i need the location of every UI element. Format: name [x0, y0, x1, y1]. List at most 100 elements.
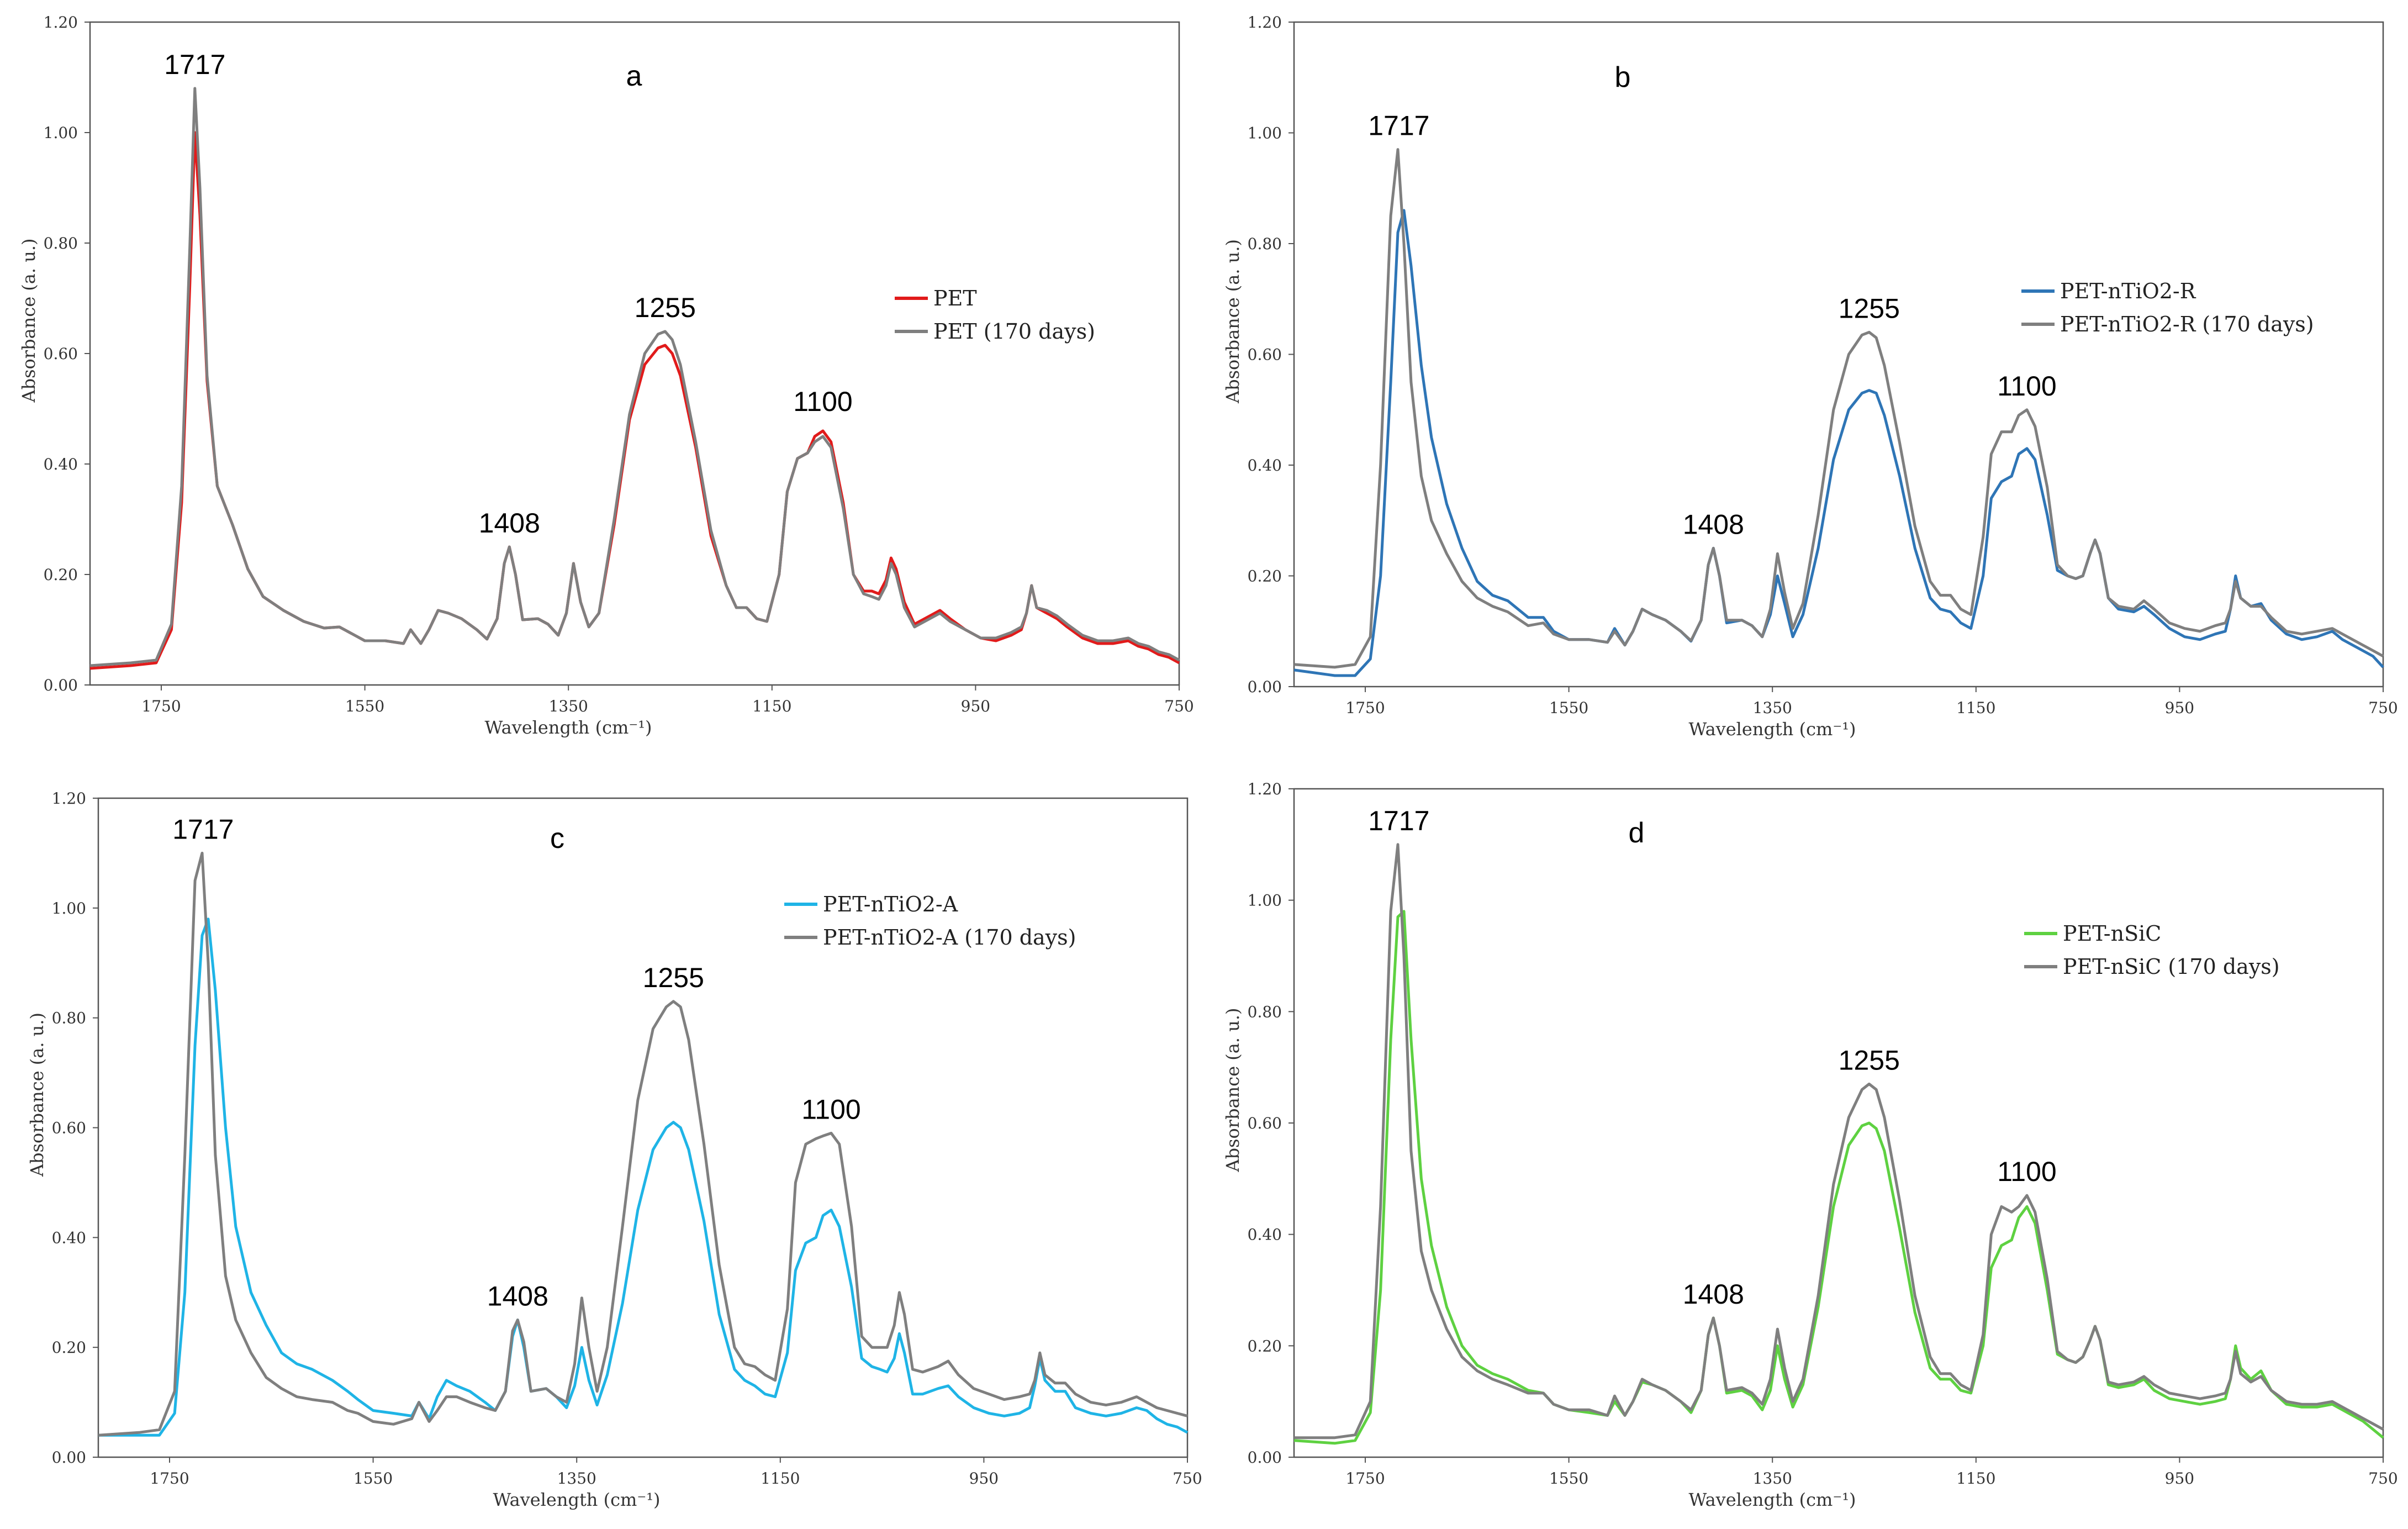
y-axis-label: Absorbance (a. u.) — [1222, 1008, 1243, 1173]
y-tick-label: 0.60 — [52, 1119, 86, 1137]
x-tick-label: 750 — [1164, 697, 1194, 715]
legend-label: PET-nTiO2-A (170 days) — [823, 925, 1076, 950]
series-line-pet-ntio2-a — [98, 918, 1189, 1437]
peak-label-1717: 1717 — [164, 49, 225, 80]
x-axis-label: Wavelength (cm⁻¹) — [493, 1489, 660, 1510]
y-tick-label: 0.80 — [44, 234, 78, 252]
peak-label-1408: 1408 — [1683, 1279, 1744, 1310]
legend-label: PET-nTiO2-R (170 days) — [2060, 312, 2314, 336]
legend: PET-nSiC PET-nSiC (170 days) — [2024, 921, 2280, 979]
series-line-pet-nsic-170-days — [1294, 843, 2384, 1440]
series-line-pet — [89, 131, 1180, 670]
x-tick-label: 950 — [961, 697, 990, 715]
y-tick-label: 0.20 — [1248, 567, 1282, 586]
y-tick-label: 1.20 — [44, 13, 78, 31]
panel-b: 0.00 0.20 0.40 0.60 0.80 1.00 1.20 1750 1550 1350… — [1222, 13, 2398, 740]
x-tick-label: 750 — [1173, 1469, 1202, 1488]
x-tick-label: 750 — [2368, 699, 2398, 717]
legend-label: PET-nTiO2-R — [2060, 279, 2196, 303]
peak-label-1100: 1100 — [1997, 371, 2057, 402]
legend: PET PET (170 days) — [895, 286, 1095, 344]
peak-label-1255: 1255 — [1839, 1045, 1900, 1075]
x-axis-label: Wavelength (cm⁻¹) — [1688, 719, 1856, 740]
y-tick-label: 0.80 — [1248, 1003, 1282, 1021]
x-tick-label: 1350 — [1753, 699, 1792, 717]
panel-letter: c — [550, 823, 564, 855]
x-tick-label: 1550 — [345, 697, 384, 715]
legend-label: PET — [933, 286, 977, 310]
legend-label: PET-nTiO2-A — [823, 892, 958, 916]
panel-d: 0.00 0.20 0.40 0.60 0.80 1.00 1.20 1750 1550 1350… — [1222, 780, 2398, 1510]
panel-letter: b — [1615, 61, 1631, 93]
series-line-pet-170-days — [89, 87, 1180, 667]
x-tick-label: 1750 — [1345, 699, 1385, 717]
y-tick-label: 1.20 — [1248, 13, 1282, 31]
x-tick-label: 1150 — [1956, 699, 1995, 717]
y-tick-label: 0.60 — [1248, 346, 1282, 364]
panel-letter: d — [1629, 817, 1645, 849]
y-tick-label: 1.20 — [52, 789, 86, 808]
y-tick-label: 0.40 — [1248, 456, 1282, 474]
peak-label-1408: 1408 — [479, 508, 540, 539]
legend-label: PET (170 days) — [933, 319, 1095, 344]
plot-frame — [1293, 788, 2384, 1458]
y-tick-label: 0.00 — [1248, 1448, 1282, 1467]
y-tick-label: 0.20 — [52, 1338, 86, 1357]
y-tick-label: 0.40 — [52, 1229, 86, 1247]
peak-label-1717: 1717 — [1368, 110, 1429, 141]
x-tick-label: 1550 — [1549, 699, 1588, 717]
series-line-pet-nsic — [1293, 910, 2384, 1445]
peak-label-1255: 1255 — [635, 292, 696, 323]
panel-letter: a — [626, 60, 642, 92]
series-line-pet-ntio2-r — [1293, 209, 2384, 677]
y-tick-label: 0.00 — [52, 1448, 86, 1467]
y-axis-label: Absorbance (a. u.) — [27, 1013, 47, 1177]
x-tick-label: 950 — [2165, 1469, 2194, 1488]
legend-label: PET-nSiC — [2063, 921, 2161, 946]
y-tick-label: 1.20 — [1248, 780, 1282, 798]
x-tick-label: 950 — [969, 1469, 999, 1488]
legend: PET-nTiO2-R PET-nTiO2-R (170 days) — [2021, 279, 2314, 336]
peak-label-1100: 1100 — [793, 386, 853, 417]
series-line-pet-ntio2-r-170-days — [1293, 148, 2384, 669]
y-tick-label: 1.00 — [1248, 892, 1282, 910]
x-tick-label: 1350 — [549, 697, 588, 715]
peak-label-1255: 1255 — [1839, 293, 1900, 324]
y-tick-label: 0.20 — [44, 566, 78, 584]
y-tick-label: 1.00 — [1248, 124, 1282, 143]
x-tick-label: 1550 — [353, 1469, 393, 1488]
plot-frame — [97, 797, 1189, 1458]
x-tick-label: 1750 — [1345, 1469, 1385, 1488]
x-tick-label: 1550 — [1549, 1469, 1588, 1488]
series-line-pet-ntio2-a-170-days — [98, 851, 1188, 1437]
y-tick-label: 0.60 — [1248, 1114, 1282, 1132]
peak-label-1100: 1100 — [801, 1094, 861, 1125]
y-tick-label: 1.00 — [44, 124, 78, 142]
peak-label-1408: 1408 — [1683, 509, 1744, 540]
plot-frame — [1293, 21, 2384, 688]
y-tick-label: 0.20 — [1248, 1337, 1282, 1355]
x-axis-label: Wavelength (cm⁻¹) — [1688, 1489, 1856, 1510]
y-tick-label: 0.40 — [44, 455, 78, 473]
x-tick-label: 1150 — [752, 697, 791, 715]
x-axis-label: Wavelength (cm⁻¹) — [484, 717, 652, 738]
panel-c: 0.00 0.20 0.40 0.60 0.80 1.00 1.20 1750 1550 1350… — [27, 789, 1202, 1510]
x-tick-label: 1150 — [761, 1469, 800, 1488]
x-tick-label: 1350 — [557, 1469, 596, 1488]
legend: PET-nTiO2-A PET-nTiO2-A (170 days) — [784, 892, 1076, 950]
y-tick-label: 0.40 — [1248, 1226, 1282, 1244]
y-tick-label: 0.80 — [1248, 235, 1282, 253]
plot-frame — [89, 21, 1180, 686]
x-tick-label: 1350 — [1753, 1469, 1792, 1488]
y-tick-label: 0.60 — [44, 345, 78, 363]
y-tick-label: 0.80 — [52, 1009, 86, 1027]
x-tick-label: 1150 — [1956, 1469, 1995, 1488]
x-tick-label: 1750 — [141, 697, 181, 715]
peak-label-1408: 1408 — [487, 1280, 548, 1311]
peak-label-1717: 1717 — [172, 814, 234, 845]
x-tick-label: 1750 — [150, 1469, 189, 1488]
y-tick-label: 0.00 — [44, 676, 78, 694]
x-tick-label: 950 — [2165, 699, 2194, 717]
y-tick-label: 0.00 — [1248, 678, 1282, 696]
